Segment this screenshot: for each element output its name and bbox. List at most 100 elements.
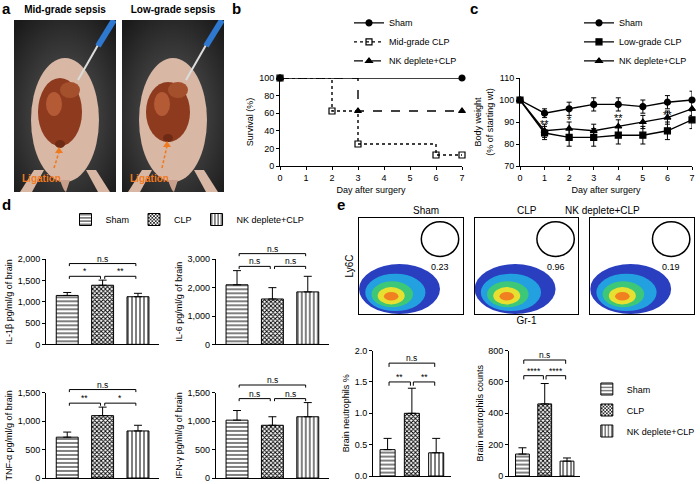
svg-text:40: 40 bbox=[264, 126, 274, 136]
svg-text:Sham: Sham bbox=[627, 385, 651, 395]
svg-text:0: 0 bbox=[269, 161, 274, 171]
svg-text:Low-grade CLP: Low-grade CLP bbox=[619, 37, 682, 47]
svg-text:Brain neutrophils %: Brain neutrophils % bbox=[341, 374, 351, 452]
svg-text:Sham: Sham bbox=[106, 215, 130, 225]
svg-text:0: 0 bbox=[277, 173, 282, 183]
svg-text:TNF-α pg/ml/g of brain: TNF-α pg/ml/g of brain bbox=[4, 390, 14, 480]
svg-text:2.0: 2.0 bbox=[355, 346, 368, 356]
svg-text:100: 100 bbox=[499, 95, 514, 105]
svg-text:n.s: n.s bbox=[267, 244, 278, 254]
svg-text:4: 4 bbox=[616, 173, 621, 183]
svg-text:NK deplete+CLP: NK deplete+CLP bbox=[565, 205, 640, 216]
svg-text:2,000: 2,000 bbox=[18, 254, 41, 264]
svg-text:****: **** bbox=[549, 366, 563, 376]
svg-text:CLP: CLP bbox=[627, 406, 645, 416]
svg-text:500: 500 bbox=[25, 318, 40, 328]
svg-text:n.s: n.s bbox=[249, 389, 260, 399]
svg-text:**: ** bbox=[396, 372, 403, 382]
svg-text:CLP: CLP bbox=[174, 215, 192, 225]
svg-text:80: 80 bbox=[504, 139, 514, 149]
svg-text:n.s: n.s bbox=[539, 350, 550, 360]
svg-text:0: 0 bbox=[498, 471, 503, 481]
svg-text:n.s: n.s bbox=[285, 256, 296, 266]
svg-text:CLP: CLP bbox=[517, 205, 537, 216]
svg-text:Brain neutrophils counts: Brain neutrophils counts bbox=[475, 365, 485, 462]
svg-text:5: 5 bbox=[640, 173, 645, 183]
svg-text:**: ** bbox=[421, 372, 428, 382]
svg-text:*: * bbox=[83, 266, 87, 276]
svg-text:400: 400 bbox=[488, 408, 503, 418]
svg-text:0: 0 bbox=[35, 340, 40, 350]
svg-text:**: ** bbox=[614, 112, 623, 124]
svg-text:100: 100 bbox=[259, 73, 274, 83]
svg-text:Day after surgery: Day after surgery bbox=[571, 185, 641, 195]
svg-text:0: 0 bbox=[205, 473, 210, 483]
svg-text:6: 6 bbox=[433, 173, 438, 183]
svg-text:Mid-grade CLP: Mid-grade CLP bbox=[389, 37, 450, 47]
svg-text:0.96: 0.96 bbox=[547, 262, 565, 272]
svg-text:0.5: 0.5 bbox=[355, 440, 368, 450]
svg-text:*: * bbox=[118, 393, 122, 403]
svg-text:500: 500 bbox=[25, 445, 40, 455]
svg-text:IL-6 pg/ml/g of brain: IL-6 pg/ml/g of brain bbox=[174, 262, 184, 342]
svg-text:2: 2 bbox=[567, 173, 572, 183]
svg-text:NK deplete+CLP: NK deplete+CLP bbox=[627, 427, 694, 437]
svg-text:2: 2 bbox=[329, 173, 334, 183]
svg-text:IL-1β pg/ml/g of brain: IL-1β pg/ml/g of brain bbox=[4, 259, 14, 344]
svg-text:3: 3 bbox=[591, 173, 596, 183]
svg-text:60: 60 bbox=[264, 108, 274, 118]
svg-text:600: 600 bbox=[488, 377, 503, 387]
svg-text:Sham: Sham bbox=[389, 18, 413, 28]
svg-text:1,500: 1,500 bbox=[187, 388, 210, 398]
svg-text:**: ** bbox=[117, 266, 124, 276]
svg-text:n.s: n.s bbox=[249, 256, 260, 266]
svg-text:1,000: 1,000 bbox=[187, 311, 210, 321]
svg-text:*: * bbox=[567, 114, 572, 126]
svg-text:3: 3 bbox=[355, 173, 360, 183]
svg-text:Sham: Sham bbox=[619, 18, 643, 28]
svg-text:80: 80 bbox=[264, 91, 274, 101]
svg-text:200: 200 bbox=[488, 440, 503, 450]
svg-text:7: 7 bbox=[459, 173, 464, 183]
svg-text:0: 0 bbox=[35, 473, 40, 483]
svg-text:**: ** bbox=[540, 118, 549, 130]
svg-text:Ligation: Ligation bbox=[130, 173, 169, 184]
svg-text:110: 110 bbox=[500, 73, 514, 83]
svg-text:0: 0 bbox=[205, 340, 210, 350]
svg-text:1,500: 1,500 bbox=[18, 276, 41, 286]
svg-text:Sham: Sham bbox=[413, 205, 439, 216]
svg-text:0.0: 0.0 bbox=[355, 471, 368, 481]
svg-text:1,500: 1,500 bbox=[18, 388, 41, 398]
svg-text:1: 1 bbox=[542, 173, 547, 183]
svg-text:n.s: n.s bbox=[97, 254, 108, 264]
svg-text:****: **** bbox=[527, 366, 541, 376]
svg-text:NK deplete+CLP: NK deplete+CLP bbox=[619, 56, 686, 66]
svg-text:1,000: 1,000 bbox=[18, 416, 41, 426]
svg-text:Gr-1: Gr-1 bbox=[517, 315, 537, 326]
svg-text:2,000: 2,000 bbox=[187, 283, 210, 293]
svg-text:Body weight(% of starting wt): Body weight(% of starting wt) bbox=[473, 88, 495, 156]
svg-text:1.5: 1.5 bbox=[355, 377, 368, 387]
svg-text:0.19: 0.19 bbox=[662, 262, 680, 272]
svg-text:20: 20 bbox=[264, 144, 274, 154]
svg-text:1,000: 1,000 bbox=[187, 416, 210, 426]
svg-text:0: 0 bbox=[517, 173, 522, 183]
svg-text:1: 1 bbox=[303, 173, 308, 183]
svg-text:5: 5 bbox=[407, 173, 412, 183]
svg-text:1.0: 1.0 bbox=[355, 408, 368, 418]
svg-text:90: 90 bbox=[504, 117, 514, 127]
svg-text:n.s: n.s bbox=[406, 353, 417, 363]
svg-text:n.s: n.s bbox=[267, 375, 278, 385]
svg-text:NK deplete+CLP: NK deplete+CLP bbox=[389, 56, 456, 66]
svg-text:**: ** bbox=[81, 393, 88, 403]
svg-text:500: 500 bbox=[195, 445, 210, 455]
svg-text:4: 4 bbox=[381, 173, 386, 183]
svg-text:7: 7 bbox=[689, 173, 694, 183]
svg-text:Ly6C: Ly6C bbox=[344, 255, 355, 278]
svg-text:6: 6 bbox=[665, 173, 670, 183]
svg-text:70: 70 bbox=[504, 161, 514, 171]
svg-text:3,000: 3,000 bbox=[187, 254, 210, 264]
svg-text:Survival (%): Survival (%) bbox=[245, 98, 255, 147]
svg-text:**: ** bbox=[663, 109, 672, 121]
svg-text:Ligation: Ligation bbox=[22, 173, 61, 184]
